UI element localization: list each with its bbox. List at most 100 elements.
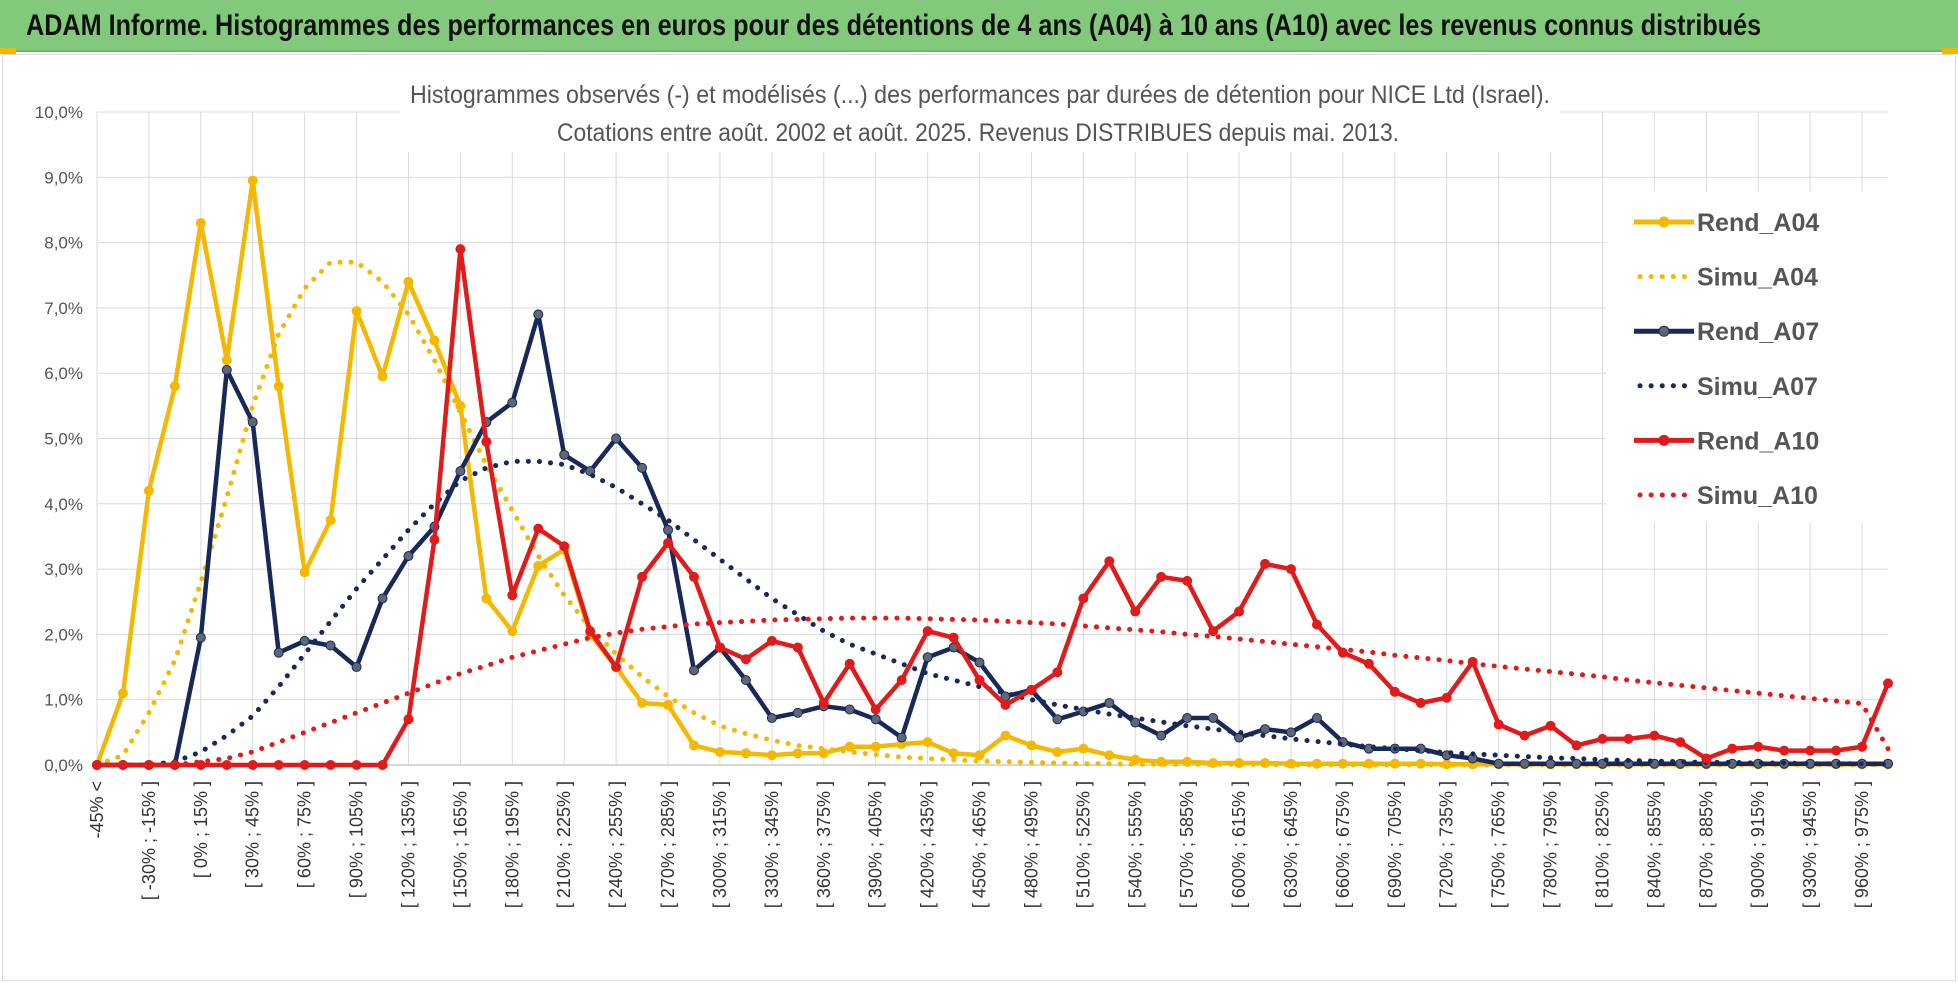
rend-a04-point: [143, 485, 154, 496]
rend-a04-point: [1052, 746, 1063, 757]
rend-a10-point: [740, 654, 751, 665]
legend-label-simu-a04: Simu_A04: [1697, 264, 1818, 292]
rend-a04-point: [507, 626, 518, 637]
rend-a10-point: [1753, 741, 1764, 752]
y-tick-label: 4,0%: [44, 495, 83, 514]
rend-a10-point: [1156, 571, 1167, 582]
y-tick-label: 9,0%: [44, 168, 83, 187]
rend-a07-point: [844, 704, 855, 715]
rend-a10-point: [351, 760, 362, 770]
rend-a10-point: [1415, 697, 1426, 708]
rend-a07-point: [663, 524, 674, 535]
rend-a10-point: [221, 760, 232, 770]
x-tick-label: [ 60% ; 75% ]: [295, 781, 315, 888]
rend-a07-point: [377, 593, 388, 604]
rend-a04-point: [1130, 754, 1141, 765]
rend-a07-point: [351, 662, 362, 673]
rend-a10-point: [481, 436, 492, 447]
rend-a10-point: [896, 675, 907, 686]
rend-a04-point: [533, 560, 544, 571]
rend-a10-point: [714, 642, 725, 653]
rend-a07-point: [689, 665, 699, 676]
rend-a10-point: [559, 541, 570, 552]
rend-a10-point: [1571, 740, 1582, 751]
rend-a10-point: [1649, 730, 1660, 741]
x-tick-label: [ 630% ; 645% ]: [1281, 781, 1301, 908]
rend-a07-point: [1311, 712, 1322, 723]
rend-a10-point: [1026, 684, 1037, 695]
rend-a10-point: [1052, 667, 1063, 678]
rend-a07-point: [1519, 758, 1530, 769]
rend-a10-point: [533, 523, 544, 534]
rend-a10-point: [1234, 606, 1245, 617]
corner-mark-left: [0, 48, 16, 54]
rend-a10-point: [1260, 558, 1271, 569]
x-tick-label: [ 30% ; 45% ]: [243, 781, 263, 888]
rend-a07-point: [221, 364, 232, 375]
rend-a04-point: [689, 740, 699, 751]
x-tick-label: [ 270% ; 285% ]: [658, 781, 678, 908]
rend-a04-point: [429, 335, 440, 346]
rend-a07-point: [896, 732, 907, 743]
rend-a04-point: [844, 741, 855, 752]
x-tick-label: [ 90% ; 105% ]: [347, 781, 367, 898]
chart-title: Histogrammes observés (-) et modélisés (…: [410, 81, 1550, 109]
rend-a10-point: [663, 537, 674, 548]
rend-a10-point: [429, 534, 440, 545]
rend-a10-point: [507, 590, 518, 601]
y-tick-label: 0,0%: [44, 756, 83, 775]
rend-a07-point: [559, 449, 570, 460]
rend-a04-point: [377, 371, 388, 382]
rend-a07-line: [97, 312, 1888, 768]
rend-a07-point: [1571, 758, 1582, 769]
rend-a10-point: [247, 760, 258, 770]
y-tick-label: 5,0%: [44, 430, 83, 449]
x-tick-label: [ 600% ; 615% ]: [1229, 781, 1249, 908]
rend-a04-point: [403, 276, 414, 287]
x-tick-label: [ 720% ; 735% ]: [1437, 781, 1457, 908]
rend-a10-point: [1623, 733, 1634, 744]
rend-a07-point: [1260, 724, 1271, 735]
rend-a10-point: [1701, 753, 1712, 764]
y-tick-label: 8,0%: [44, 234, 83, 253]
chart-legend: Rend_A04 Simu_A04 Rend_A07 Simu_A07 Rend_A10…: [1606, 192, 1896, 522]
rend-a07-point: [325, 640, 336, 651]
rend-a04-point: [169, 381, 180, 392]
legend-marker-rend-a04: [1658, 216, 1670, 228]
legend-label-simu-a10: Simu_A10: [1697, 482, 1818, 510]
rend-a10-point: [1779, 745, 1790, 756]
rend-a10-point: [948, 632, 959, 643]
rend-a07-point: [1182, 712, 1193, 723]
rend-a10-point: [1389, 686, 1400, 697]
rend-a10-point: [818, 697, 829, 708]
rend-a07-point: [455, 466, 466, 477]
legend-label-rend-a07: Rend_A07: [1697, 318, 1819, 346]
corner-mark-right: [1942, 48, 1958, 54]
rend-a04-point: [792, 748, 803, 759]
x-tick-label: [ 870% ; 885% ]: [1696, 781, 1716, 908]
rend-a10-point: [1727, 743, 1738, 754]
legend-background: [1606, 192, 1896, 522]
rend-a04-point: [714, 746, 725, 757]
chart-subtitle: Cotations entre août. 2002 et août. 2025…: [557, 119, 1399, 147]
rend-a04-point: [870, 741, 881, 752]
rend-a10-point: [1675, 737, 1686, 748]
x-tick-label: [ 450% ; 465% ]: [970, 781, 990, 908]
x-tick-label: [ 300% ; 315% ]: [710, 781, 730, 908]
x-tick-label: [ -30% ; -15% ]: [139, 781, 159, 900]
rend-a07-point: [611, 433, 622, 444]
rend-a10-point: [403, 714, 414, 725]
rend-a10-point: [1493, 719, 1504, 730]
y-axis: 0,0% 1,0% 2,0% 3,0% 4,0% 5,0% 6,0% 7,0% 8,0% 9,0%…: [35, 103, 83, 775]
chart-title-background: [400, 76, 1560, 152]
rend-a04-point: [740, 748, 751, 759]
rend-a07-point: [195, 632, 206, 643]
x-tick-label: [ 660% ; 675% ]: [1333, 781, 1353, 908]
x-tick-label: [ 960% ; 975% ]: [1852, 781, 1872, 908]
rend-a04-point: [325, 515, 336, 526]
rend-a10-point: [1000, 699, 1011, 710]
report-title: ADAM Informe. Histogrammes des performan…: [26, 9, 1762, 42]
rend-a10-point: [1208, 626, 1219, 637]
rend-a10-point: [1182, 575, 1193, 586]
rend-a04-point: [663, 699, 674, 710]
